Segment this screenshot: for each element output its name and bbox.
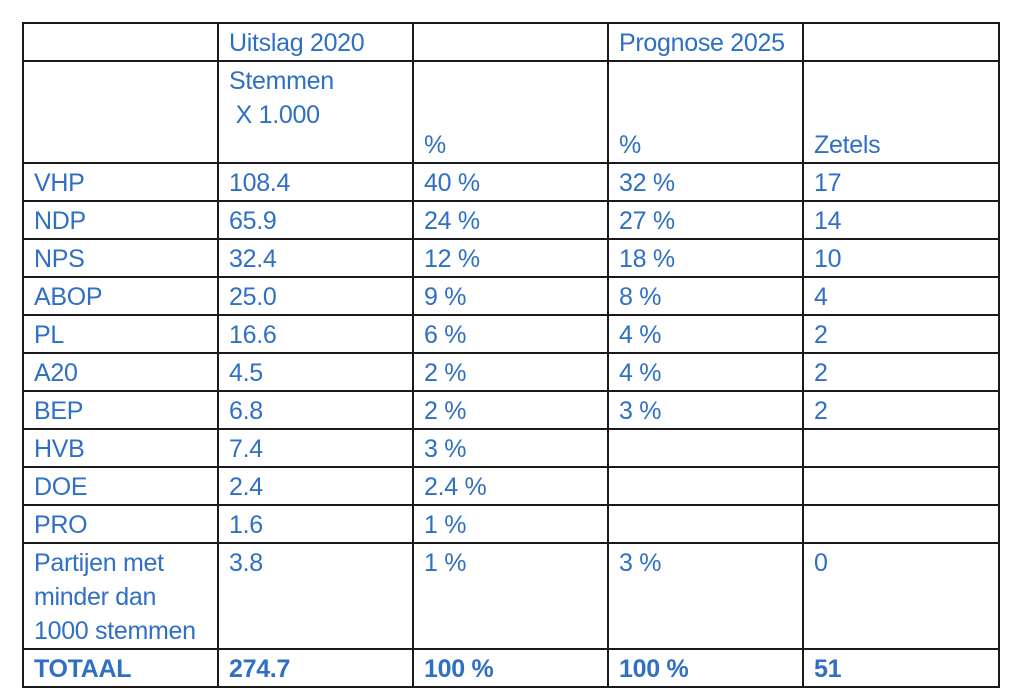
table-row: DOE 2.4 2.4 % xyxy=(22,466,1000,506)
subheader-cell-pct-2020: % xyxy=(412,60,609,164)
pct-2025-cell: 32 % xyxy=(607,162,804,202)
party-cell: NDP xyxy=(22,200,219,240)
total-row: TOTAAL 274.7 100 % 100 % 51 xyxy=(22,648,1000,688)
header-cell-uitslag: Uitslag 2020 xyxy=(217,22,414,62)
party-cell: PL xyxy=(22,314,219,354)
party-cell: DOE xyxy=(22,466,219,506)
pct-2020-cell: 9 % xyxy=(412,276,609,316)
pct-2020-cell: 40 % xyxy=(412,162,609,202)
pct-2025-cell xyxy=(607,504,804,544)
table-row: VHP 108.4 40 % 32 % 17 xyxy=(22,162,1000,202)
seats-cell xyxy=(802,428,1000,468)
subheader-row: Stemmen X 1.000 % % Zetels xyxy=(22,60,1000,164)
party-cell: PRO xyxy=(22,504,219,544)
total-seats: 51 xyxy=(802,648,1000,688)
party-cell: BEP xyxy=(22,390,219,430)
party-cell: VHP xyxy=(22,162,219,202)
table-row: PL 16.6 6 % 4 % 2 xyxy=(22,314,1000,354)
table-row: A20 4.5 2 % 4 % 2 xyxy=(22,352,1000,392)
table-row: BEP 6.8 2 % 3 % 2 xyxy=(22,390,1000,430)
election-results-table: Uitslag 2020 Prognose 2025 Stemmen X 1.0… xyxy=(22,22,1000,688)
party-cell: A20 xyxy=(22,352,219,392)
votes-cell: 1.6 xyxy=(217,504,414,544)
seats-cell: 14 xyxy=(802,200,1000,240)
small-parties-label: Partijen met minder dan 1000 stemmen xyxy=(22,542,219,650)
table-row: NDP 65.9 24 % 27 % 14 xyxy=(22,200,1000,240)
seats-cell xyxy=(802,504,1000,544)
header-cell-party xyxy=(22,22,219,62)
small-parties-row: Partijen met minder dan 1000 stemmen 3.8… xyxy=(22,542,1000,650)
pct-2020-cell: 6 % xyxy=(412,314,609,354)
total-pct-2020: 100 % xyxy=(412,648,609,688)
pct-2020-cell: 12 % xyxy=(412,238,609,278)
seats-cell xyxy=(802,466,1000,506)
pct-2020-cell: 1 % xyxy=(412,504,609,544)
pct-2025-cell: 3 % xyxy=(607,542,804,650)
table-row: ABOP 25.0 9 % 8 % 4 xyxy=(22,276,1000,316)
table-row: HVB 7.4 3 % xyxy=(22,428,1000,468)
votes-cell: 2.4 xyxy=(217,466,414,506)
pct-2025-cell: 4 % xyxy=(607,314,804,354)
pct-2020-cell: 24 % xyxy=(412,200,609,240)
pct-2025-cell: 8 % xyxy=(607,276,804,316)
votes-cell: 32.4 xyxy=(217,238,414,278)
total-label: TOTAAL xyxy=(22,648,219,688)
table-row: PRO 1.6 1 % xyxy=(22,504,1000,544)
party-cell: NPS xyxy=(22,238,219,278)
table-row: NPS 32.4 12 % 18 % 10 xyxy=(22,238,1000,278)
seats-cell: 2 xyxy=(802,314,1000,354)
pct-2020-cell: 2.4 % xyxy=(412,466,609,506)
pct-2025-cell: 27 % xyxy=(607,200,804,240)
header-row: Uitslag 2020 Prognose 2025 xyxy=(22,22,1000,62)
header-cell-prognose: Prognose 2025 xyxy=(607,22,804,62)
pct-2020-cell: 2 % xyxy=(412,390,609,430)
header-cell-empty-3 xyxy=(412,22,609,62)
seats-cell: 17 xyxy=(802,162,1000,202)
pct-2025-cell: 18 % xyxy=(607,238,804,278)
votes-cell: 7.4 xyxy=(217,428,414,468)
votes-cell: 25.0 xyxy=(217,276,414,316)
votes-cell: 6.8 xyxy=(217,390,414,430)
pct-2020-cell: 1 % xyxy=(412,542,609,650)
pct-2020-cell: 3 % xyxy=(412,428,609,468)
pct-2025-cell xyxy=(607,466,804,506)
votes-cell: 108.4 xyxy=(217,162,414,202)
votes-cell: 16.6 xyxy=(217,314,414,354)
subheader-cell-party xyxy=(22,60,219,164)
votes-cell: 65.9 xyxy=(217,200,414,240)
seats-cell: 2 xyxy=(802,352,1000,392)
stemmen-label: Stemmen xyxy=(229,67,334,95)
stemmen-unit-label: X 1.000 xyxy=(229,101,320,129)
total-votes: 274.7 xyxy=(217,648,414,688)
pct-2025-cell: 4 % xyxy=(607,352,804,392)
votes-cell: 3.8 xyxy=(217,542,414,650)
party-cell: HVB xyxy=(22,428,219,468)
subheader-cell-zetels: Zetels xyxy=(802,60,1000,164)
subheader-cell-stemmen: Stemmen X 1.000 xyxy=(217,60,414,164)
total-pct-2025: 100 % xyxy=(607,648,804,688)
party-cell: ABOP xyxy=(22,276,219,316)
pct-2025-cell xyxy=(607,428,804,468)
seats-cell: 4 xyxy=(802,276,1000,316)
subheader-cell-pct-2025: % xyxy=(607,60,804,164)
seats-cell: 2 xyxy=(802,390,1000,430)
votes-cell: 4.5 xyxy=(217,352,414,392)
pct-2020-cell: 2 % xyxy=(412,352,609,392)
seats-cell: 10 xyxy=(802,238,1000,278)
seats-cell: 0 xyxy=(802,542,1000,650)
pct-2025-cell: 3 % xyxy=(607,390,804,430)
header-cell-empty-5 xyxy=(802,22,1000,62)
